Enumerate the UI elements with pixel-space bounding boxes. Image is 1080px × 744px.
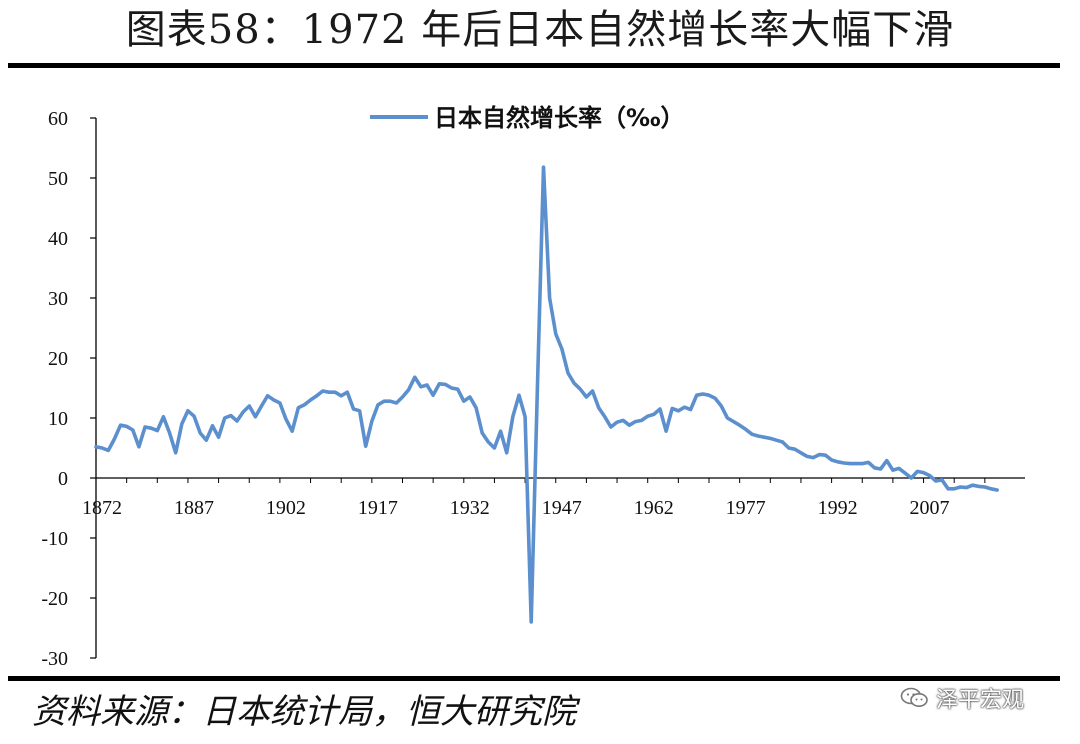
y-tick-label: -30 bbox=[41, 648, 68, 670]
source-note: 资料来源：日本统计局，恒大研究院 bbox=[32, 692, 576, 732]
y-tick-label: 60 bbox=[48, 108, 68, 130]
x-tick-label: 1977 bbox=[726, 497, 766, 519]
series-line-0 bbox=[94, 165, 999, 624]
y-tick-label: 20 bbox=[48, 348, 68, 370]
x-tick-label: 1872 bbox=[82, 497, 122, 519]
y-tick-label: 40 bbox=[48, 228, 68, 250]
series-layer bbox=[94, 165, 999, 624]
x-tick-label: 1887 bbox=[174, 497, 214, 519]
watermark: 泽平宏观 bbox=[900, 684, 1025, 713]
x-tick-label: 1992 bbox=[818, 497, 858, 519]
x-tick-label: 1962 bbox=[634, 497, 674, 519]
x-tick-label: 1947 bbox=[542, 497, 582, 519]
y-tick-label: 10 bbox=[48, 408, 68, 430]
watermark-text: 泽平宏观 bbox=[936, 688, 1025, 713]
legend-label: 日本自然增长率（‰） bbox=[434, 104, 685, 132]
chart-axes: 60 50 40 30 20 10 0 -10 -20 -30 1872 1887 1902 1917 19… bbox=[41, 108, 1025, 670]
wechat-icon bbox=[900, 687, 928, 707]
y-tick-label: -10 bbox=[41, 528, 68, 550]
x-tick-label: 1902 bbox=[266, 497, 306, 519]
top-rule bbox=[8, 63, 1060, 68]
x-tick-label: 1917 bbox=[358, 497, 398, 519]
x-tick-label: 2007 bbox=[910, 497, 950, 519]
y-tick-label: 30 bbox=[48, 288, 68, 310]
x-tick-label: 1932 bbox=[450, 497, 490, 519]
bottom-rule bbox=[8, 676, 1060, 681]
y-tick-label: -20 bbox=[41, 588, 68, 610]
page-title: 图表58：1972 年后日本自然增长率大幅下滑 bbox=[125, 7, 955, 53]
chart-legend: 日本自然增长率（‰） bbox=[370, 104, 685, 132]
y-tick-label: 50 bbox=[48, 168, 68, 190]
y-tick-label: 0 bbox=[58, 468, 68, 490]
